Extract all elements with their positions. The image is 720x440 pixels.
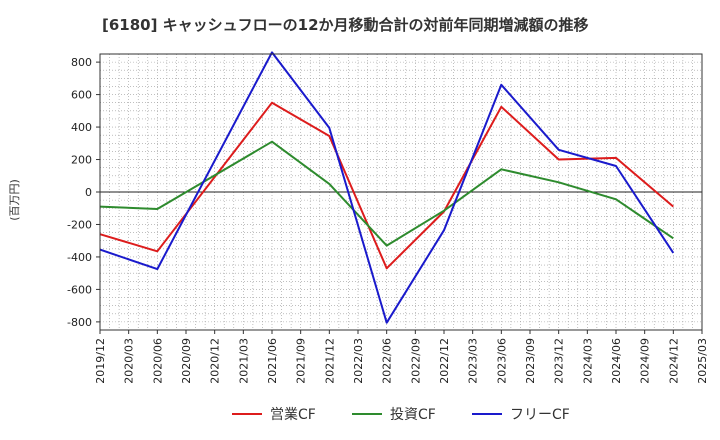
x-tick-label: 2021/03 — [237, 338, 250, 384]
x-tick-label: 2020/09 — [180, 338, 193, 384]
x-axis-ticks: 2019/12 2020/03 2020/06 2020/09 2020/12 2021/… — [94, 330, 709, 384]
y-axis-label: (百万円) — [8, 179, 21, 221]
x-tick-label: 2022/12 — [438, 338, 451, 384]
x-tick-label: 2021/09 — [295, 338, 308, 384]
x-tick-label: 2022/09 — [409, 338, 422, 384]
chart-title: [6180] キャッシュフローの12か月移動合計の対前年同期増減額の推移 — [102, 16, 589, 34]
y-tick-label: 800 — [71, 56, 92, 69]
legend-label: 投資CF — [390, 407, 436, 423]
x-tick-label: 2024/03 — [581, 338, 594, 384]
x-tick-label: 2023/03 — [467, 338, 480, 384]
legend: 営業CF 投資CF フリーCF — [232, 407, 570, 423]
x-tick-label: 2019/12 — [94, 338, 107, 384]
x-tick-label: 2024/09 — [639, 338, 652, 384]
x-tick-label: 2025/03 — [696, 338, 709, 384]
x-tick-label: 2024/12 — [667, 338, 680, 384]
y-axis-ticks: 800 600 400 200 0 -200 -400 -600 -800 — [67, 56, 100, 329]
x-tick-label: 2023/12 — [553, 338, 566, 384]
y-tick-label: 200 — [71, 154, 92, 167]
x-tick-label: 2023/06 — [495, 338, 508, 384]
y-tick-label: -400 — [67, 251, 92, 264]
y-tick-label: -200 — [67, 218, 92, 231]
y-tick-label: -600 — [67, 283, 92, 296]
series-line-2 — [99, 140, 674, 247]
x-tick-label: 2020/12 — [209, 338, 222, 384]
x-tick-label: 2021/12 — [323, 338, 336, 384]
x-tick-label: 2023/09 — [524, 338, 537, 384]
y-tick-label: 400 — [71, 121, 92, 134]
y-tick-label: -800 — [67, 316, 92, 329]
x-tick-label: 2021/06 — [266, 338, 279, 384]
x-tick-label: 2020/03 — [123, 338, 136, 384]
x-tick-label: 2022/06 — [381, 338, 394, 384]
legend-label: 営業CF — [270, 407, 316, 423]
series-lines — [99, 51, 675, 324]
x-tick-label: 2024/06 — [610, 338, 623, 384]
x-tick-label: 2022/03 — [352, 338, 365, 384]
legend-label: フリーCF — [510, 407, 570, 423]
series-line-3 — [99, 51, 675, 324]
x-tick-label: 2020/06 — [151, 338, 164, 384]
y-tick-label: 600 — [71, 89, 92, 102]
y-tick-label: 0 — [85, 186, 92, 199]
